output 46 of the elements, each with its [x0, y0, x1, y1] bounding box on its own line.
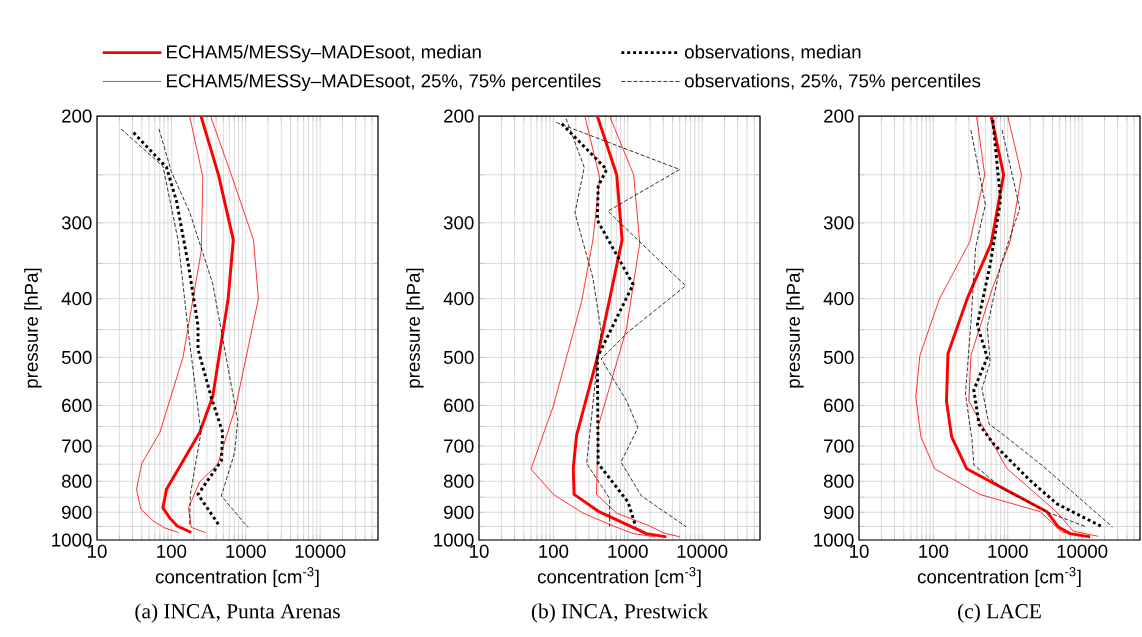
text: (a) INCA, Punta Arenas [135, 603, 340, 623]
legend-label: ECHAM5/MESSy–MADEsoot, 25%, 75% percentiles [167, 73, 601, 92]
y-tick-label: 700 [62, 439, 92, 453]
y-tick-label: 400 [61, 292, 92, 306]
y-tick-label: 900 [824, 505, 854, 519]
x-tick-label: 100 [157, 544, 187, 558]
y-tick-label: 600 [824, 398, 854, 413]
y-tick-label: 800 [823, 474, 854, 488]
text: (b) INCA, Prestwick [531, 603, 709, 623]
y-tick-label: 300 [61, 216, 92, 230]
text: (c) LACE [958, 603, 1041, 623]
x-axis-title: concentration [cm$^{-3}$] [537, 567, 701, 588]
y-tick-label: 400 [443, 292, 474, 306]
y-tick-label: 800 [443, 474, 474, 488]
x-tick-label: 100 [919, 544, 949, 558]
x-tick-label: 10000 [1057, 544, 1108, 558]
legend-label: observations, median [684, 44, 861, 61]
x-tick-label: 1000 [226, 544, 266, 558]
y-tick-label: 500 [443, 350, 474, 365]
y-axis-title: pressure [hPa] [406, 268, 424, 388]
y-tick-label: 900 [62, 505, 92, 519]
x-tick-label: 10000 [295, 544, 346, 558]
y-tick-label: 200 [824, 109, 854, 123]
y-tick-label: 300 [443, 216, 474, 230]
x-tick-label: 1000 [988, 544, 1028, 558]
y-tick-label: 700 [444, 439, 474, 453]
x-tick-label: 10000 [677, 544, 728, 558]
y-tick-label: 400 [823, 292, 854, 306]
y-axis-title: pressure [hPa] [786, 268, 804, 388]
y-tick-label: 600 [444, 398, 474, 413]
y-tick-label: 200 [444, 109, 474, 123]
y-tick-label: 300 [823, 216, 854, 230]
y-tick-label: 600 [62, 398, 92, 413]
y-tick-label: 700 [824, 439, 854, 453]
y-axis-title: pressure [hPa] [24, 268, 42, 388]
legend-label: observations, 25%, 75% percentiles [684, 73, 981, 92]
y-tick-label: 800 [61, 474, 92, 488]
y-tick-label: 500 [61, 350, 92, 365]
y-tick-label: 500 [823, 350, 854, 365]
x-tick-label: 100 [539, 544, 569, 558]
x-axis-title: concentration [cm$^{-3}$] [155, 567, 319, 588]
x-tick-label: 1000 [608, 544, 648, 558]
y-tick-label: 900 [444, 505, 474, 519]
legend-label: ECHAM5/MESSy–MADEsoot, median [167, 44, 481, 63]
x-axis-title: concentration [cm$^{-3}$] [917, 567, 1081, 588]
y-tick-label: 200 [62, 109, 92, 123]
